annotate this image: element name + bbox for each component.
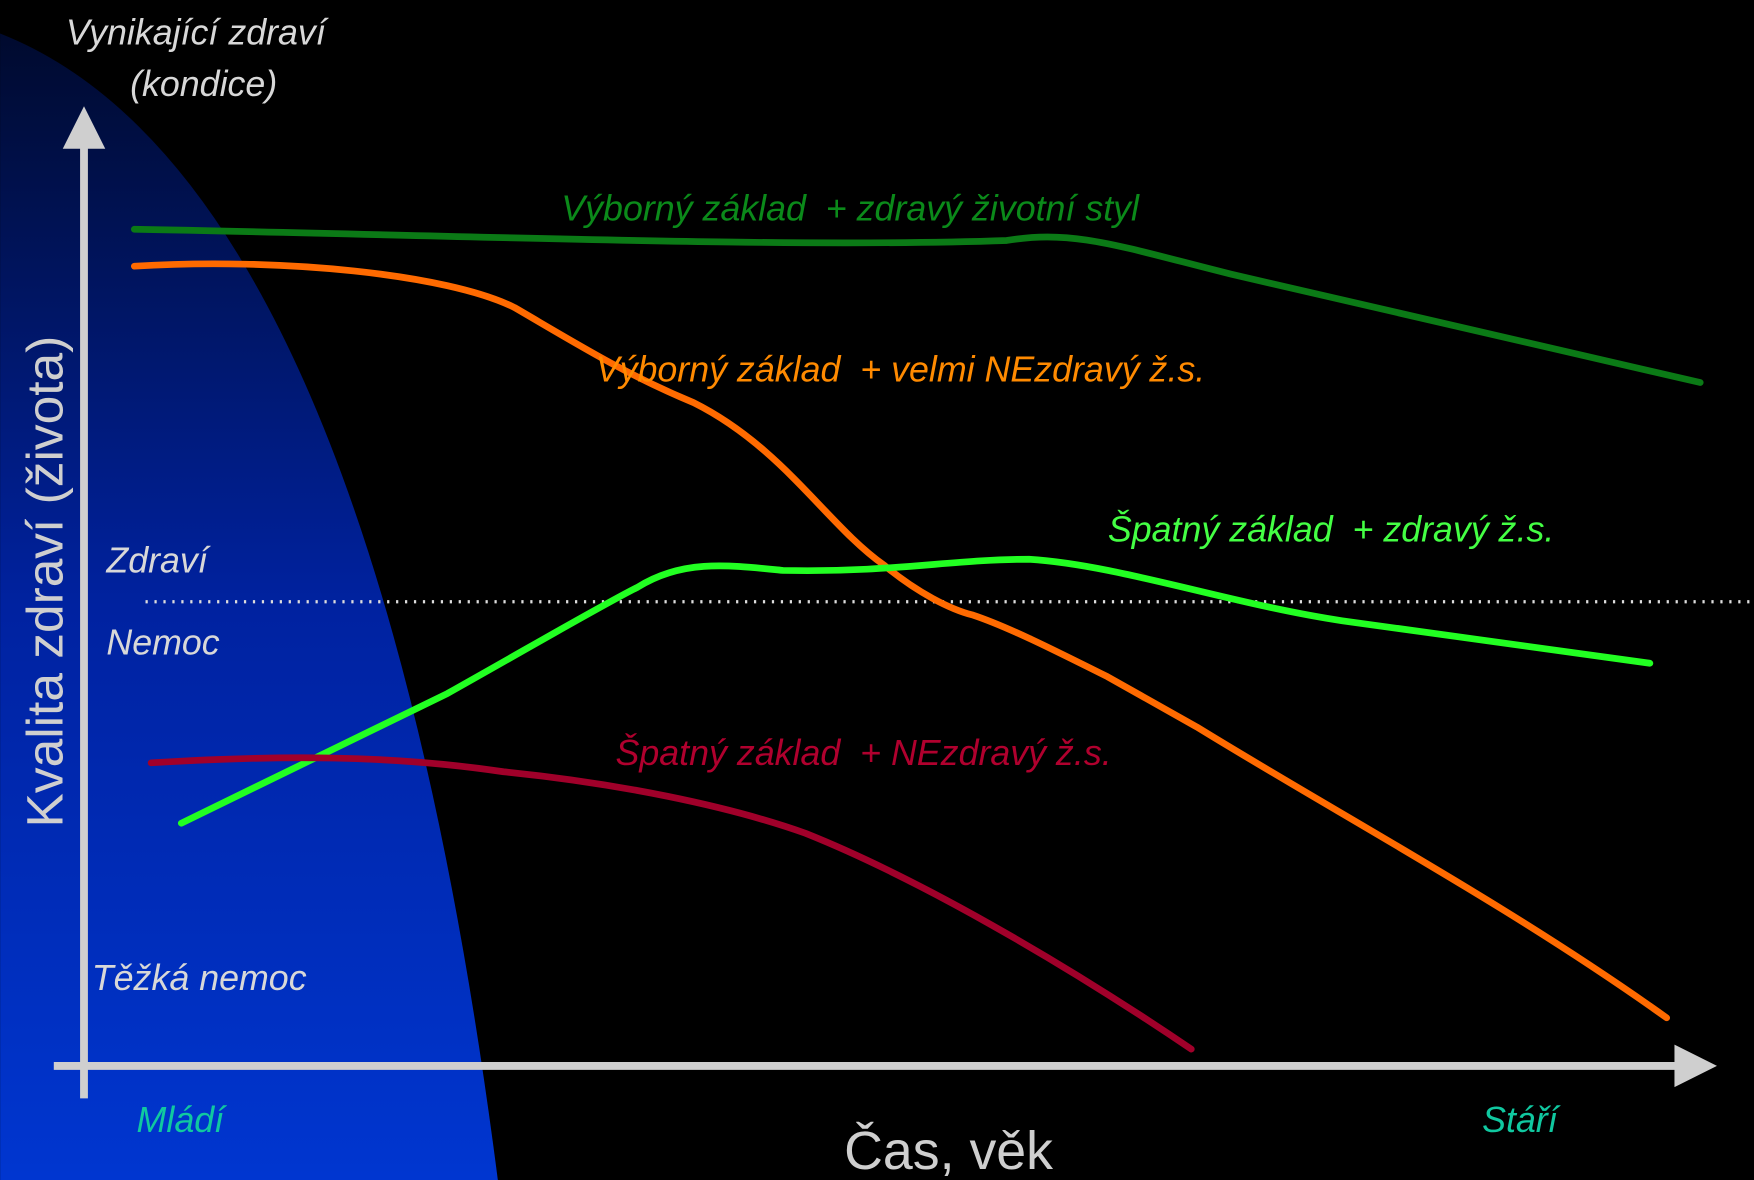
x-axis-arrow	[1674, 1044, 1717, 1088]
x-axis-title: Čas, věk	[844, 1121, 1053, 1180]
curve-line	[130, 225, 1704, 386]
level-label: Zdraví	[105, 541, 210, 581]
curve-label: Špatný základ + NEzdravý ž.s.	[615, 733, 1111, 773]
youth-area	[0, 33, 498, 1180]
curve-label: Výborný základ + velmi NEzdravý ž.s.	[596, 349, 1206, 389]
curve-line	[147, 754, 1195, 1053]
x-start-label: Mládí	[137, 1100, 228, 1140]
y-axis-arrow	[62, 106, 106, 149]
curve-line	[177, 555, 1654, 827]
top-label: (kondice)	[130, 64, 277, 104]
y-axis-title: Kvalita zdraví (života)	[16, 336, 74, 828]
top-label: Vynikající zdraví	[66, 13, 329, 53]
level-label: Nemoc	[106, 622, 219, 662]
curve-label: Výborný základ + zdravý životní styl	[561, 188, 1140, 228]
x-end-label: Stáří	[1482, 1100, 1561, 1140]
curve-line	[130, 260, 1671, 1022]
curve-label: Špatný základ + zdravý ž.s.	[1108, 509, 1554, 549]
level-label: Těžká nemoc	[92, 958, 307, 998]
